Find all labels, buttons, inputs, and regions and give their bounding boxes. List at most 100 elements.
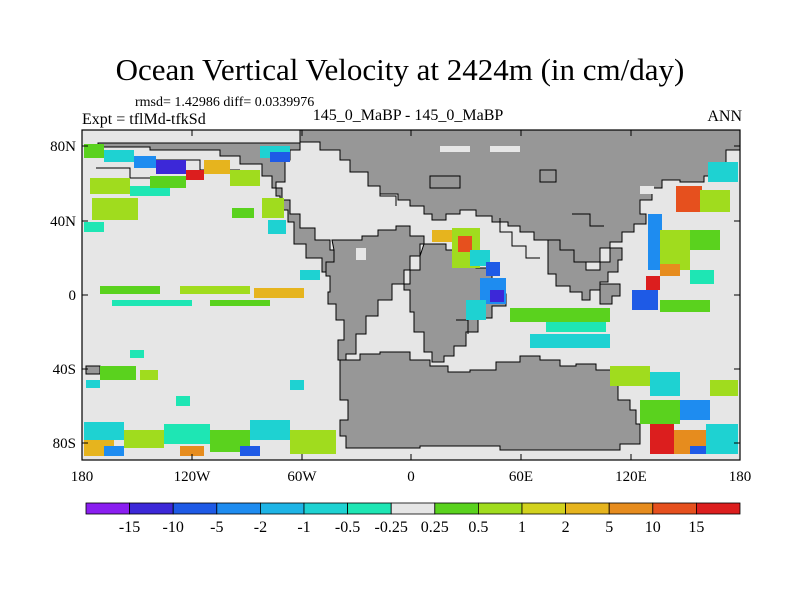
patch <box>710 380 738 396</box>
colorbar-swatch <box>390 502 436 515</box>
velocity-patches <box>84 144 738 456</box>
patch <box>270 152 290 162</box>
patch <box>150 176 186 188</box>
colorbar-swatch <box>259 502 305 515</box>
patch <box>530 334 610 348</box>
colorbar <box>85 502 741 515</box>
patch <box>134 156 156 168</box>
lat-label-40n: 40N <box>50 214 76 230</box>
patch <box>130 186 170 196</box>
patch <box>660 230 690 270</box>
colorbar-swatch <box>521 502 566 515</box>
experiment-subtitle: 145_0_MaBP - 145_0_MaBP <box>312 107 504 124</box>
colorbar-swatch <box>303 502 348 515</box>
colorbar-label: 1 <box>518 519 526 536</box>
land-masses <box>85 129 741 451</box>
colorbar-swatch <box>347 502 392 515</box>
colorbar-swatch <box>85 502 130 515</box>
colorbar-label: -2 <box>254 519 267 536</box>
patch <box>100 366 136 380</box>
experiment-label: Expt = tflMd-tfkSd <box>82 111 206 128</box>
patch <box>640 400 680 424</box>
colorbar-label: 2 <box>562 519 570 536</box>
patch <box>156 160 186 174</box>
patch <box>546 322 606 332</box>
colorbar-swatch <box>216 502 261 515</box>
patch <box>180 286 250 294</box>
patch <box>470 250 490 266</box>
lon-tick-labels: 180 120W 60W 0 60E 120E 180 <box>71 469 752 485</box>
patch <box>262 198 284 218</box>
patch <box>648 214 662 270</box>
patch <box>650 424 674 454</box>
lon-label-180w: 180 <box>71 469 94 485</box>
lon-axis <box>81 130 741 460</box>
colorbar-swatch <box>565 502 610 515</box>
patch <box>210 300 270 306</box>
colorbar-label: -15 <box>119 519 140 536</box>
patch <box>700 190 730 212</box>
patch <box>90 178 130 194</box>
patch <box>204 160 230 174</box>
colorbar-labels: -15 -10 -5 -2 -1 -0.5 -0.25 0.25 0.5 1 2 5 10 15 <box>119 519 704 536</box>
land-antarctica <box>339 351 641 451</box>
patch <box>706 424 738 454</box>
patch <box>300 270 320 280</box>
patch <box>104 150 134 162</box>
patch <box>232 208 254 218</box>
patch <box>650 372 680 396</box>
lon-label-180e: 180 <box>729 469 752 485</box>
patch <box>690 270 714 284</box>
lat-axis <box>82 145 740 444</box>
patch <box>92 198 138 220</box>
patch <box>680 400 710 420</box>
colorbar-label: 0.25 <box>421 519 449 536</box>
lat-label-0: 0 <box>69 288 77 304</box>
colorbar-swatch <box>696 502 741 515</box>
plot-title: Ocean Vertical Velocity at 2424m (in cm/… <box>115 52 685 87</box>
patch <box>100 286 160 294</box>
patch <box>104 446 124 456</box>
patch <box>490 290 504 302</box>
patch <box>490 146 520 152</box>
patch <box>240 446 260 456</box>
colorbar-swatch <box>172 502 218 515</box>
patch <box>432 230 452 242</box>
colorbar-label: -5 <box>210 519 223 536</box>
patch <box>112 300 192 306</box>
patch <box>130 350 144 358</box>
lon-label-60w: 60W <box>287 469 317 485</box>
patch <box>640 186 654 194</box>
lat-label-40s: 40S <box>53 362 76 378</box>
colorbar-label: -0.25 <box>375 519 408 536</box>
colorbar-label: 0.5 <box>468 519 488 536</box>
colorbar-swatch <box>477 502 523 515</box>
patch <box>646 276 660 290</box>
patch <box>164 424 210 444</box>
patch <box>268 220 286 234</box>
patch <box>254 288 304 298</box>
patch <box>356 248 366 260</box>
patch <box>458 236 472 252</box>
patch <box>180 446 204 456</box>
lat-label-80s: 80S <box>53 436 76 452</box>
patch <box>690 446 706 454</box>
patch <box>676 186 702 212</box>
lat-label-80n: 80N <box>50 139 76 155</box>
patch <box>708 162 738 182</box>
colorbar-swatch <box>434 502 479 515</box>
land-south-america <box>325 225 425 361</box>
patch <box>610 366 650 386</box>
patch <box>510 308 610 322</box>
patch <box>632 290 658 310</box>
rmsd-diff-stats: rmsd= 1.42986 diff= 0.0339976 <box>135 95 315 110</box>
colorbar-label: 10 <box>645 519 661 536</box>
season-label: ANN <box>707 108 742 125</box>
lat-tick-labels: 80N 40N 0 40S 80S <box>50 139 76 452</box>
colorbar-swatch <box>608 502 654 515</box>
lon-label-60e: 60E <box>509 469 533 485</box>
patch <box>84 222 104 232</box>
colorbar-label: -10 <box>163 519 184 536</box>
colorbar-swatch <box>129 502 174 515</box>
